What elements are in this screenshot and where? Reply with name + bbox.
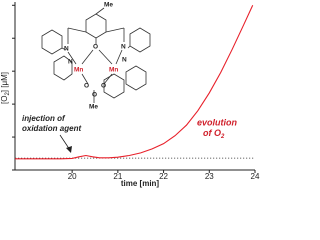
annotation: evolution [197,117,238,127]
inset-label: Mn [109,67,118,74]
inset-label: O [92,92,97,99]
x-tick-label: 21 [113,172,122,181]
annotation-sub: 2 [220,134,225,140]
data-line [15,5,254,160]
x-tick-label: 20 [68,172,77,181]
annotation: of O2 [203,128,225,139]
inset-label: Mn [74,67,83,74]
inset-label: N [122,57,127,64]
inset-label: N [64,46,69,53]
chart: Me N N O N N Mn Mn O O O Me [O2] [μM] ti… [0,2,260,188]
inset-label: O [101,83,106,90]
annotation: injection of [22,114,66,123]
x-tick-label: 23 [205,172,214,181]
inset-label: N [121,44,126,51]
y-title-part: [O [0,96,9,104]
annotation-part: of O [203,128,221,138]
inset-label: N [68,59,73,66]
inset-label: Me [89,104,98,111]
inset-label: O [84,83,89,90]
y-title-part: ] [μM] [0,72,9,92]
inset-label: O [93,44,98,51]
x-tick-label: 22 [159,172,168,181]
x-axis-title: time [min] [121,179,160,188]
y-title-sub: 2 [5,92,11,96]
x-tick-label: 24 [251,172,260,181]
structure [41,7,151,103]
inset-label: Me [104,2,113,9]
y-axis-title: [O2] [μM] [0,72,10,104]
annotation: oxidation agent [22,124,81,133]
arrow-head [66,146,72,153]
